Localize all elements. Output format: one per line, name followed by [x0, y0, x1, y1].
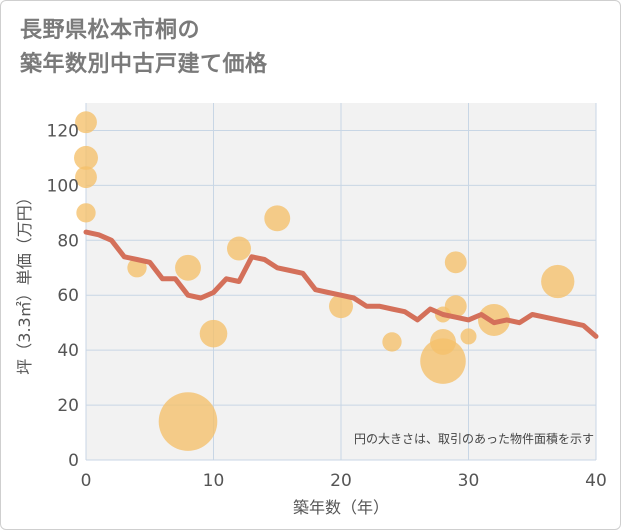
- y-tick-label-1: 20: [57, 396, 79, 416]
- chart-title-line-2: 築年数別中古戸建て価格: [20, 52, 268, 77]
- y-tick-label-0: 0: [68, 451, 79, 471]
- scatter-point-5: [175, 254, 201, 281]
- scatter-point-2: [75, 166, 97, 189]
- x-tick-label-4: 40: [585, 471, 607, 491]
- scatter-point-0: [75, 111, 97, 134]
- x-tick-label-0: 0: [81, 471, 92, 491]
- scatter-point-17: [460, 328, 477, 345]
- scatter-point-6: [158, 392, 218, 451]
- scatter-point-11: [382, 332, 402, 352]
- trend-line: [83, 229, 599, 339]
- chart-title: 長野県松本市桐の 築年数別中古戸建て価格: [20, 14, 460, 82]
- scatter-points: [74, 111, 575, 451]
- y-tick-label-5: 100: [47, 176, 79, 196]
- grid-lines: [85, 103, 597, 461]
- y-tick-label-3: 60: [57, 286, 79, 306]
- scatter-point-13: [430, 328, 456, 355]
- chart-title-line-1: 長野県松本市桐の: [20, 18, 201, 43]
- y-tick-labels: 0 20 40 60 80 100 120: [47, 121, 79, 471]
- scatter-point-8: [227, 236, 251, 261]
- scatter-point-15: [444, 251, 467, 274]
- scatter-point-1: [74, 145, 98, 170]
- scatter-point-19: [541, 264, 575, 299]
- y-tick-label-4: 80: [57, 231, 79, 251]
- scatter-point-16: [444, 295, 467, 318]
- x-tick-label-2: 20: [330, 471, 352, 491]
- x-tick-label-3: 30: [458, 471, 480, 491]
- y-tick-label-2: 40: [57, 341, 79, 361]
- scatter-point-12: [420, 338, 466, 384]
- x-axis-label: 築年数（年）: [293, 498, 389, 517]
- y-axis-label: 坪（3.3㎡）単価（万円）: [15, 189, 34, 374]
- scatter-point-7: [199, 319, 228, 348]
- scatter-point-3: [76, 203, 96, 223]
- x-tick-labels: 0 10 20 30 40: [81, 471, 607, 491]
- scatter-point-10: [329, 294, 353, 319]
- scatter-point-9: [264, 205, 291, 232]
- size-note: 円の大きさは、取引のあった物件面積を示す: [354, 431, 594, 446]
- x-tick-label-1: 10: [203, 471, 225, 491]
- y-tick-label-6: 120: [47, 121, 79, 141]
